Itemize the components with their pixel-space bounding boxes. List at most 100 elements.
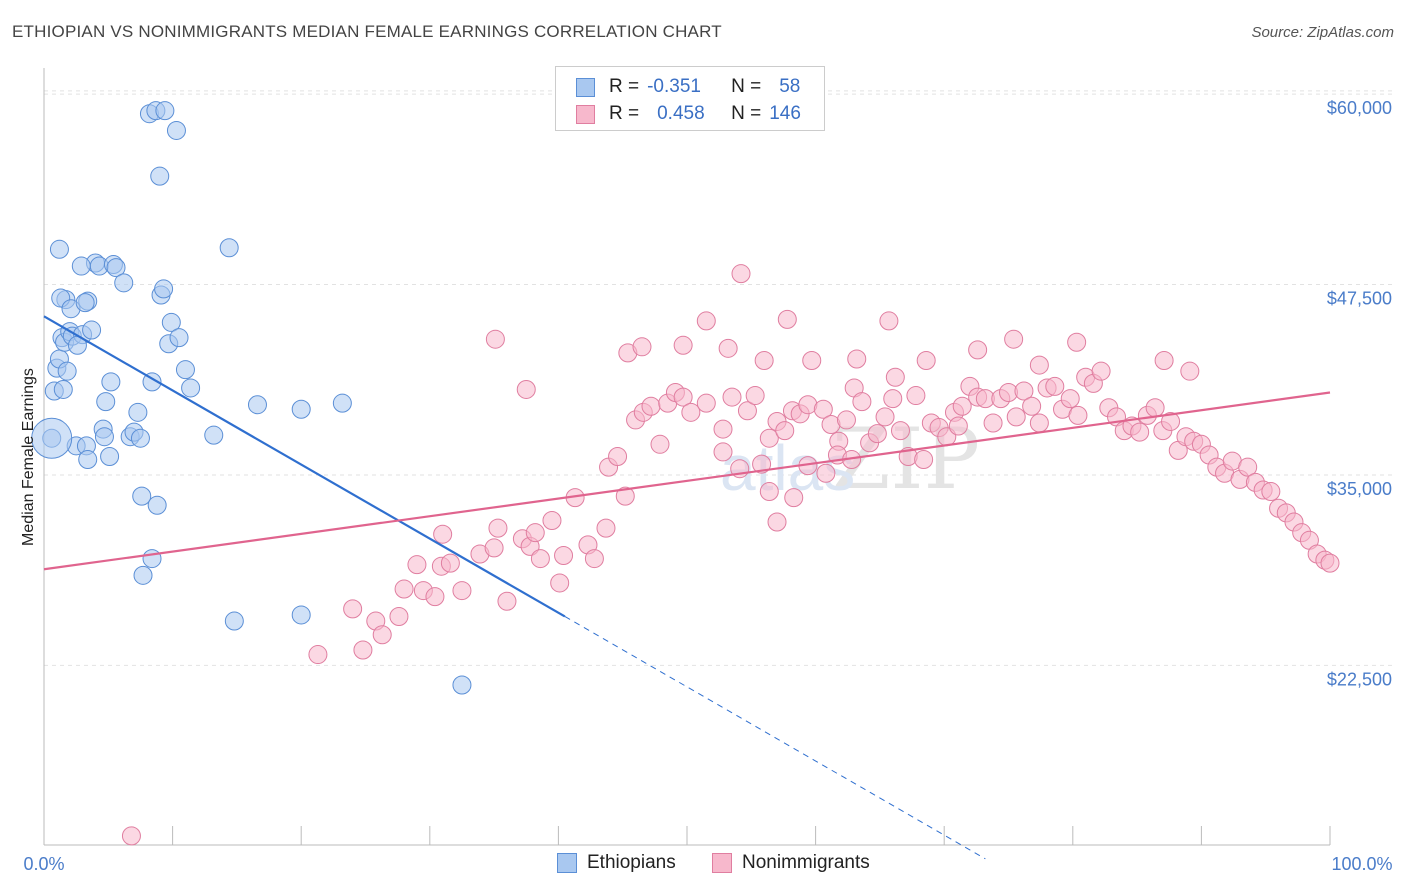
point-nonimmigrants [1261,482,1281,502]
point-ethiopians [154,279,174,299]
point-nonimmigrants [1022,396,1042,416]
y-tick-label: $35,000 [1327,479,1392,499]
point-ethiopians [224,611,244,631]
legend-swatch-nonimmigrants [576,104,595,124]
point-ethiopians [169,328,189,348]
point-nonimmigrants [914,450,934,470]
point-ethiopians [132,486,152,506]
point-nonimmigrants [883,389,903,409]
trend-line-ethiopians [43,315,566,618]
point-nonimmigrants [615,486,635,506]
x-tick-label-max: 100.0% [1331,854,1392,874]
point-nonimmigrants [1320,553,1340,573]
point-ethiopians [130,428,150,448]
point-nonimmigrants [554,546,574,566]
point-nonimmigrants [584,549,604,569]
bottom-legend-label-nonimmigrants: Nonimmigrants [742,852,870,873]
point-nonimmigrants [777,309,797,329]
point-nonimmigrants [737,401,757,421]
legend-swatch-ethiopians [576,77,595,97]
point-nonimmigrants [608,447,628,466]
legend-row-ethiopians: R = -0.351 N = 58 [576,74,800,100]
point-nonimmigrants [784,488,804,508]
point-nonimmigrants [433,524,453,544]
point-nonimmigrants [681,402,701,422]
point-ethiopians [181,378,201,398]
point-nonimmigrants [516,379,536,399]
point-ethiopians [114,273,134,293]
bottom-legend-nonimmigrants: Nonimmigrants [712,852,870,874]
point-nonimmigrants [425,587,445,607]
y-axis-label: Median Female Earnings [20,368,37,546]
point-nonimmigrants [1029,413,1049,433]
point-ethiopians [106,258,126,278]
point-nonimmigrants [713,442,733,462]
point-nonimmigrants [906,386,926,406]
point-ethiopians [53,379,73,399]
point-nonimmigrants [121,826,141,846]
point-ethiopians [155,101,175,121]
bottom-legend-ethiopians: Ethiopians [557,852,676,874]
point-nonimmigrants [1014,381,1034,401]
point-nonimmigrants [596,518,616,538]
point-nonimmigrants [1006,407,1026,427]
point-ethiopians [75,293,95,313]
point-nonimmigrants [752,454,772,474]
y-tick-label: $60,000 [1327,98,1392,118]
x-axis-ticks [43,826,1331,845]
point-nonimmigrants [641,396,661,416]
point-nonimmigrants [885,367,905,387]
point-nonimmigrants [394,579,414,599]
point-nonimmigrants [1060,389,1080,409]
point-nonimmigrants [722,387,742,407]
point-nonimmigrants [767,512,787,532]
point-ethiopians [101,372,121,392]
point-nonimmigrants [1091,361,1111,381]
point-ethiopians [247,395,267,415]
point-nonimmigrants [497,591,517,611]
trend-line-ethiopians-extension [564,616,986,860]
point-nonimmigrants [542,510,562,530]
point-nonimmigrants [890,421,910,441]
point-nonimmigrants [407,555,427,575]
point-ethiopians [291,605,311,625]
legend-r-label: R = [609,76,640,97]
point-nonimmigrants [1068,405,1088,425]
correlation-legend: R = -0.351 N = 58 R = 0.458 N = 146 [555,66,825,131]
point-nonimmigrants [816,463,836,483]
point-nonimmigrants [875,407,895,427]
point-ethiopians [78,450,98,470]
point-nonimmigrants [713,419,733,439]
point-ethiopians [291,399,311,419]
legend-r-value: -0.351 [647,76,701,97]
bottom-legend-label-ethiopians: Ethiopians [587,852,676,873]
point-ethiopians-large [31,417,73,459]
legend-row-nonimmigrants: R = 0.458 N = 146 [576,101,801,127]
point-nonimmigrants [1238,457,1258,477]
point-nonimmigrants [916,351,936,371]
legend-n-label: N = [731,103,762,124]
point-nonimmigrants [836,410,856,430]
point-nonimmigrants [1004,329,1024,349]
point-ethiopians [71,256,91,276]
point-nonimmigrants [530,549,550,569]
legend-n-label: N = [731,76,762,97]
point-ethiopians [150,166,170,186]
point-ethiopians [452,675,472,695]
point-nonimmigrants [1130,422,1150,442]
point-nonimmigrants [983,413,1003,433]
series-nonimmigrants-points [121,264,1340,846]
point-nonimmigrants [525,523,545,543]
point-ethiopians [147,495,167,515]
point-nonimmigrants [802,351,822,371]
point-nonimmigrants [754,351,774,371]
point-nonimmigrants [353,640,373,660]
point-ethiopians [142,549,162,569]
series-ethiopians-points [31,101,472,695]
point-nonimmigrants [1154,351,1174,371]
point-nonimmigrants [484,538,504,558]
trend-line-nonimmigrants [43,391,1331,571]
point-nonimmigrants [650,434,670,454]
point-nonimmigrants [1029,355,1049,375]
